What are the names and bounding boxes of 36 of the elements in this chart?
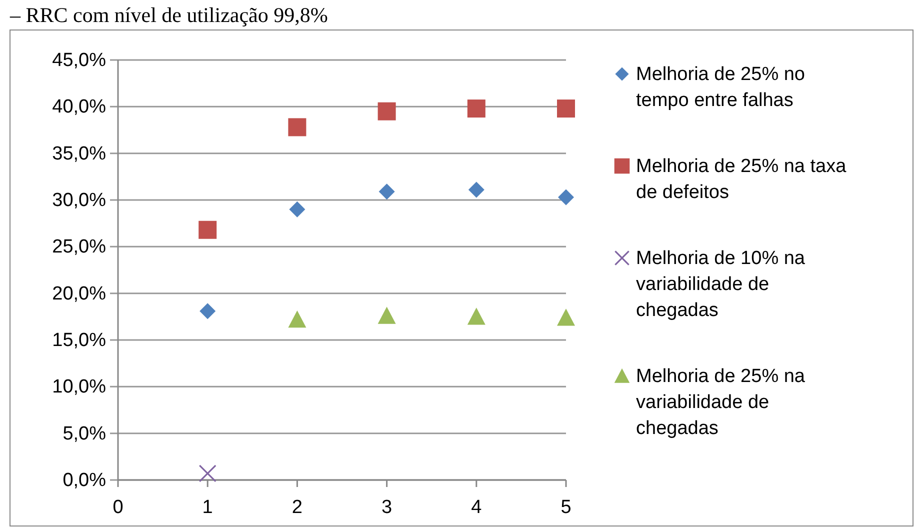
point <box>557 100 575 118</box>
point <box>378 184 395 200</box>
y-tick-label: 5,0% <box>62 423 106 444</box>
y-tick-label: 30,0% <box>52 190 106 211</box>
legend-label: Melhoria de 25% na variabilidade de chegadas <box>636 366 806 439</box>
point <box>378 306 396 324</box>
point <box>378 102 396 120</box>
point <box>558 189 574 206</box>
x-tick-label: 1 <box>202 497 213 518</box>
y-tick-label: 25,0% <box>52 236 106 258</box>
point <box>289 201 306 218</box>
point <box>200 303 216 320</box>
point <box>288 310 306 328</box>
point <box>467 308 486 325</box>
y-tick-label: 0,0% <box>62 470 106 491</box>
point <box>557 308 575 326</box>
legend-label: Melhoria de 25% no tempo entre falhas <box>636 64 805 111</box>
point <box>468 182 484 198</box>
point <box>198 220 217 239</box>
x-tick-label: 2 <box>292 497 302 518</box>
point <box>198 464 216 482</box>
x-tick-label: 5 <box>560 497 572 518</box>
y-tick-label: 35,0% <box>52 143 106 164</box>
x-tick-label: 0 <box>112 497 124 518</box>
y-tick-label: 10,0% <box>52 376 106 398</box>
y-tick-label: 45,0% <box>52 50 106 71</box>
chart-title: – RRC com nível de utilização 99,8% <box>9 3 328 27</box>
x-tick-label: 3 <box>382 497 392 518</box>
legend-label: Melhoria de 25% na taxa de defeitos <box>636 156 847 203</box>
y-tick-label: 40,0% <box>52 96 106 118</box>
x-tick-label: 4 <box>471 497 482 518</box>
point <box>467 100 486 118</box>
y-tick-label: 15,0% <box>52 330 106 351</box>
legend-label: Melhoria de 10% na variabilidade de chegadas <box>636 248 806 321</box>
point <box>288 118 306 136</box>
y-tick-label: 20,0% <box>52 283 106 304</box>
